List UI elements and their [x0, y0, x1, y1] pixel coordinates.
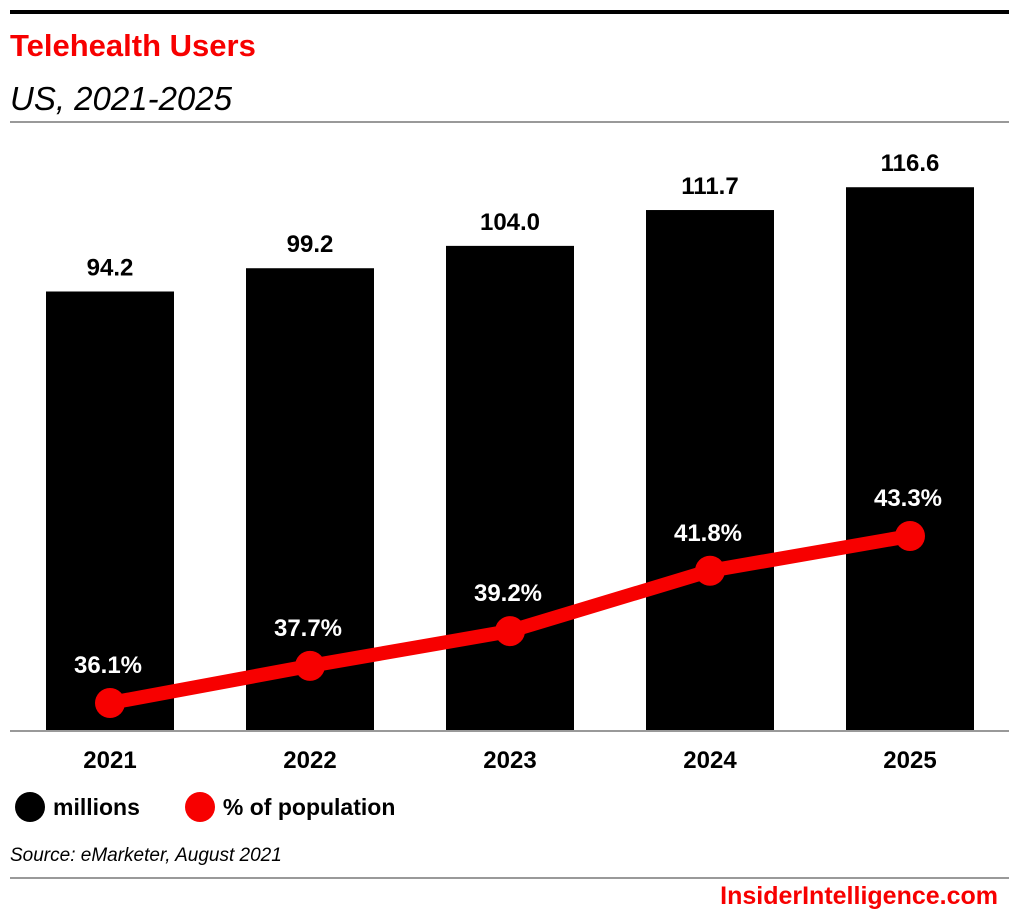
line-point [695, 555, 725, 586]
legend-line-swatch [184, 792, 215, 822]
x-tick-label: 2021 [83, 747, 136, 774]
line-point [495, 616, 525, 647]
line-point [895, 520, 925, 551]
bar [646, 210, 774, 730]
chart-title: Telehealth Users [10, 28, 256, 63]
legend-bar-swatch [15, 792, 45, 822]
bar [46, 291, 174, 730]
legend-bar-label: millions [53, 793, 140, 820]
x-tick-label: 2025 [883, 747, 936, 774]
footer-rule [10, 877, 1009, 879]
line-data-label: 41.8% [674, 520, 742, 547]
line-data-label: 39.2% [474, 580, 542, 607]
line-data-label: 37.7% [274, 615, 342, 642]
chart-plot: 94.2 2021 99.2 2022 104.0 2023 111.7 2024 116.6 2… [10, 150, 1009, 774]
bar-data-label: 111.7 [681, 173, 738, 200]
bar-data-label: 99.2 [287, 231, 334, 258]
bar-data-label: 104.0 [480, 209, 540, 236]
line-data-label: 36.1% [74, 652, 142, 679]
line-point [295, 650, 325, 681]
source-note: Source: eMarketer, August 2021 [10, 845, 282, 866]
legend: millions % of population [15, 792, 395, 822]
line-point [95, 688, 125, 718]
bar-data-label: 116.6 [881, 150, 940, 177]
line-data-label: 43.3% [874, 485, 942, 512]
bar [446, 245, 574, 730]
chart-subtitle: US, 2021-2025 [10, 80, 232, 117]
x-tick-label: 2023 [483, 747, 536, 774]
top-rule [10, 10, 1009, 14]
header-rule [10, 121, 1009, 123]
bar [846, 187, 974, 731]
legend-line-label: % of population [222, 793, 396, 820]
brand-logo: InsiderIntelligence.com [720, 882, 998, 910]
x-tick-label: 2022 [283, 747, 336, 774]
bar-data-label: 94.2 [87, 254, 134, 281]
x-tick-label: 2024 [683, 747, 737, 774]
